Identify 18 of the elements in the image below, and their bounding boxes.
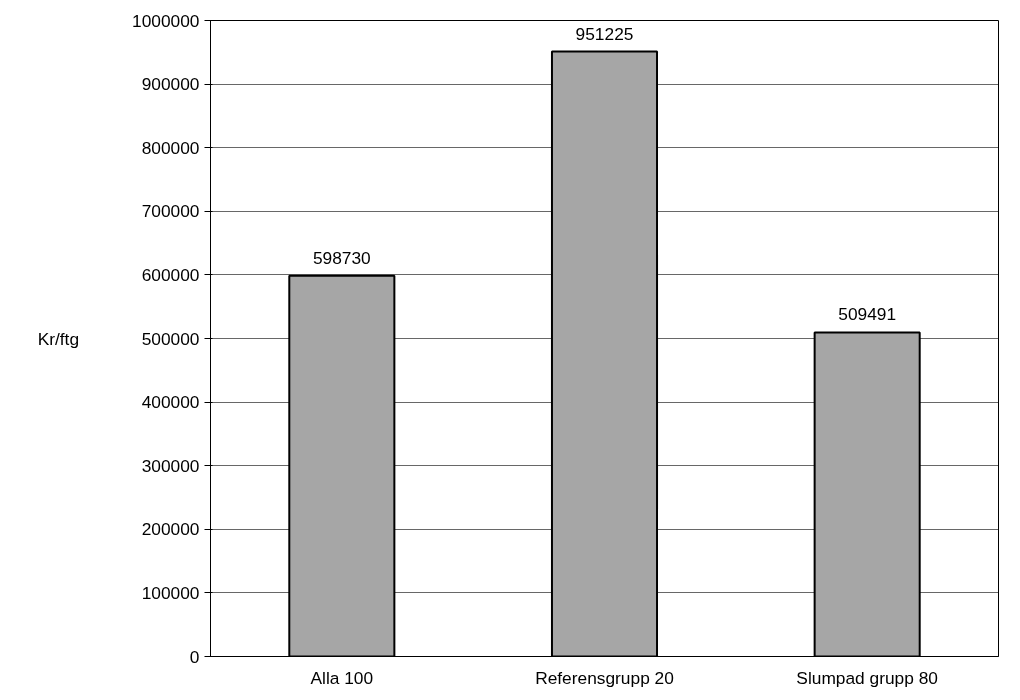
y-tick-label: 400000: [141, 392, 200, 413]
y-tick-label: 100000: [141, 582, 200, 603]
y-tick-label: 300000: [141, 455, 200, 476]
y-axis-title: Kr/ftg: [37, 328, 80, 349]
y-tick-label: 200000: [141, 519, 200, 540]
y-tick-label: 700000: [141, 201, 200, 222]
x-tick-label: Slumpad grupp 80: [796, 667, 938, 688]
y-tick-label: 0: [189, 646, 200, 667]
y-tick-label: 800000: [141, 137, 200, 158]
x-tick-label: Alla 100: [310, 667, 374, 688]
data-label: 598730: [312, 247, 371, 268]
y-tick-label: 900000: [141, 74, 200, 95]
data-label: 509491: [838, 304, 897, 325]
data-label: 951225: [575, 23, 634, 44]
y-tick-label: 600000: [141, 264, 200, 285]
y-tick-label: 1000000: [132, 10, 200, 31]
x-tick-label: Referensgrupp 20: [535, 667, 674, 688]
y-tick-label: 500000: [141, 328, 200, 349]
